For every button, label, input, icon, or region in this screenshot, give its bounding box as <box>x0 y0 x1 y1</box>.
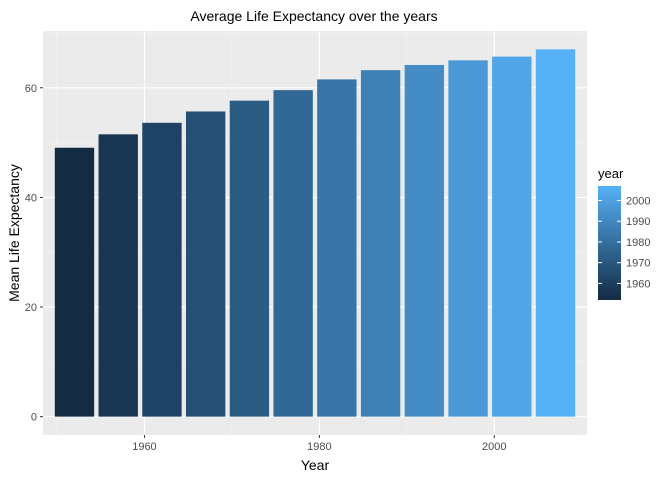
bar-1992 <box>404 64 445 417</box>
y-axis: 0 20 40 60 <box>25 83 43 424</box>
bars <box>54 49 576 417</box>
bar-1952 <box>54 147 95 417</box>
legend-label: 2000 <box>626 196 650 208</box>
legend-colorbar <box>598 186 621 300</box>
chart-title: Average Life Expectancy over the years <box>190 8 437 24</box>
x-tick-label: 1960 <box>132 441 156 453</box>
y-tick-label: 40 <box>25 192 37 204</box>
y-tick-label: 60 <box>25 83 37 95</box>
bar-1997 <box>448 60 488 417</box>
x-tick-label: 1980 <box>307 441 331 453</box>
y-axis-title: Mean Life Expectancy <box>6 164 22 302</box>
bar-1982 <box>317 79 357 417</box>
y-tick-label: 20 <box>25 302 37 314</box>
bar-1977 <box>273 90 313 417</box>
bar-1987 <box>360 70 401 417</box>
bar-1972 <box>229 100 270 417</box>
legend: year 1960 1970 1980 1990 2000 <box>598 166 650 300</box>
legend-label: 1960 <box>626 278 650 290</box>
x-axis-title: Year <box>301 457 330 473</box>
bar-1962 <box>142 122 182 417</box>
legend-title: year <box>598 166 624 181</box>
bar-1967 <box>186 111 226 417</box>
legend-label: 1970 <box>626 258 650 270</box>
y-tick-label: 0 <box>31 412 37 424</box>
legend-label: 1980 <box>626 237 650 249</box>
x-tick-label: 2000 <box>482 441 506 453</box>
legend-label: 1990 <box>626 216 650 228</box>
bar-1957 <box>98 134 138 417</box>
bar-2007 <box>535 49 576 417</box>
bar-2002 <box>492 56 532 417</box>
x-axis: 1960 1980 2000 <box>132 435 507 453</box>
legend-ticks: 1960 1970 1980 1990 2000 <box>598 196 650 290</box>
